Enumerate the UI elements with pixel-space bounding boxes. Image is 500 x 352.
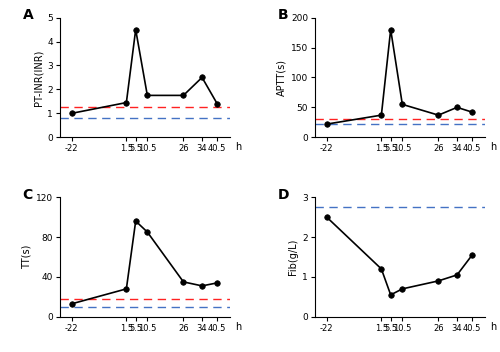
Y-axis label: Fib(g/L): Fib(g/L) [288, 239, 298, 275]
Text: h: h [490, 142, 496, 152]
Text: C: C [22, 188, 33, 202]
Y-axis label: APTT(s): APTT(s) [276, 59, 286, 96]
Text: A: A [22, 8, 34, 22]
Text: h: h [235, 322, 242, 332]
Text: h: h [490, 322, 496, 332]
Text: D: D [278, 188, 289, 202]
Y-axis label: TT(s): TT(s) [22, 245, 32, 269]
Text: B: B [278, 8, 288, 22]
Text: h: h [235, 142, 242, 152]
Y-axis label: PT-INR(INR): PT-INR(INR) [33, 49, 43, 106]
